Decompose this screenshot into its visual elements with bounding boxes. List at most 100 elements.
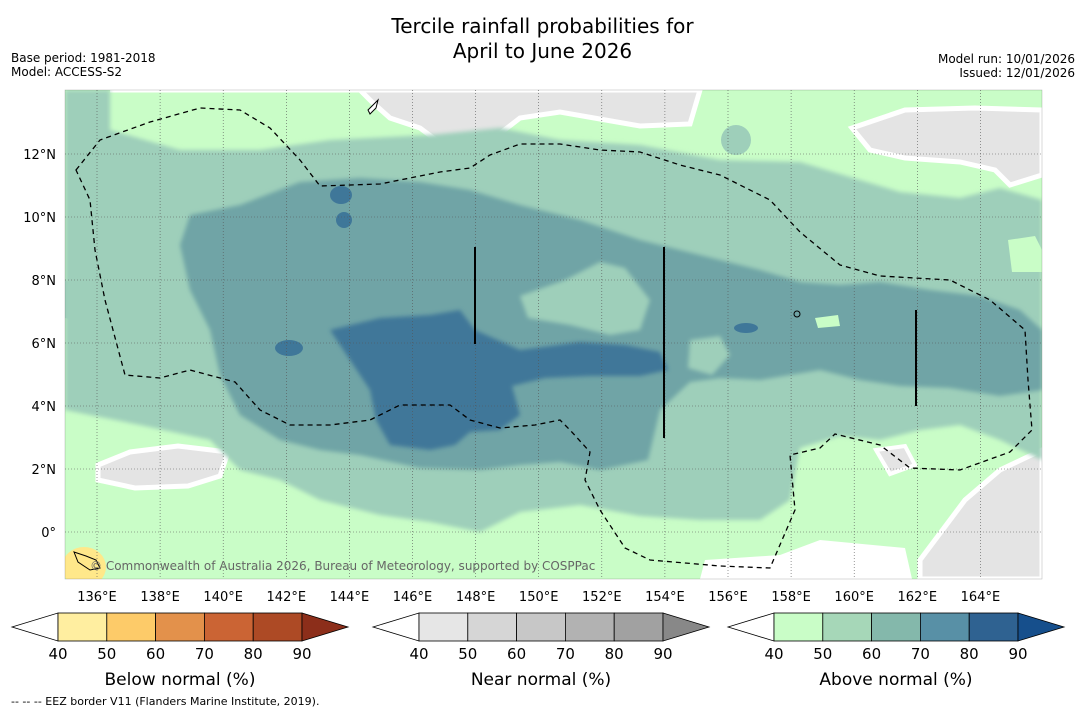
lon-label: 136°E xyxy=(77,590,117,605)
colorbar-segment xyxy=(155,612,205,642)
colorbar-segment xyxy=(565,612,615,642)
colorbar-2: 40 50 60 70 80 90 Near normal (%) xyxy=(371,612,711,690)
low-signal-region xyxy=(700,540,912,579)
model-name: Model: ACCESS-S2 xyxy=(11,65,123,79)
above-50-island xyxy=(815,315,840,328)
issued-date: Issued: 12/01/2026 xyxy=(959,66,1075,80)
island-south-west xyxy=(73,551,101,571)
colorbar-segment xyxy=(613,612,664,642)
longitude-labels: 136°E 138°E 140°E 142°E 144°E 146°E 148°E 150°E… xyxy=(77,590,1000,605)
colorbar-extend-low xyxy=(10,612,59,642)
lon-label: 148°E xyxy=(456,590,496,605)
lon-label: 164°E xyxy=(961,590,1001,605)
above-60-island-west xyxy=(65,280,80,320)
colorbar-extend-high xyxy=(301,612,350,642)
colorbar-tick: 40 xyxy=(48,645,67,663)
meta-right: Model run: 10/01/2026 Issued: 12/01/2026 xyxy=(938,52,1075,80)
map-frame xyxy=(64,89,1043,580)
colorbar-segment xyxy=(57,612,108,642)
lon-label: 140°E xyxy=(203,590,243,605)
near-normal-region-southeast xyxy=(917,447,1042,579)
colorbar-segment xyxy=(418,612,469,642)
probability-field xyxy=(65,90,1042,579)
above-80-spot-west xyxy=(275,340,303,356)
colorbar-tick: 60 xyxy=(507,645,526,663)
colorbar-segment xyxy=(968,612,1019,642)
colorbar-3: 40 50 60 70 80 90 Above normal (%) xyxy=(726,612,1066,690)
lon-label: 142°E xyxy=(267,590,307,605)
latitude-labels: 12°N 10°N 8°N 6°N 4°N 2°N 0° xyxy=(23,148,56,541)
near-normal-region-northeast xyxy=(847,105,1042,188)
lon-label: 138°E xyxy=(140,590,180,605)
lat-label: 2°N xyxy=(32,463,57,478)
lon-label: 162°E xyxy=(898,590,938,605)
lat-label: 4°N xyxy=(32,400,57,415)
colorbar-tick: 50 xyxy=(97,645,116,663)
above-80-spot-east xyxy=(734,323,758,333)
colorbar-tick: 40 xyxy=(764,645,783,663)
above-80-spot-north-2 xyxy=(336,212,352,228)
gridlines xyxy=(65,90,1042,579)
eez-footnote: -- -- -- EEZ border V11 (Flanders Marine… xyxy=(11,695,320,708)
lon-label: 156°E xyxy=(708,590,748,605)
colorbar-tick: 70 xyxy=(556,645,575,663)
colorbar-label: Below normal (%) xyxy=(105,670,256,690)
colorbar-tick: 80 xyxy=(605,645,624,663)
colorbar-tick: 70 xyxy=(911,645,930,663)
colorbar-label: Near normal (%) xyxy=(471,670,611,690)
colorbars: 40 50 60 70 80 90 Below normal (%) 40 50 60 70 80 90… xyxy=(10,612,1066,690)
above-60-island-east xyxy=(688,336,730,375)
lon-label: 146°E xyxy=(393,590,433,605)
colorbar-extend-low xyxy=(371,612,420,642)
colorbar-segment xyxy=(871,612,921,642)
colorbar-tick: 50 xyxy=(813,645,832,663)
lon-label: 152°E xyxy=(582,590,622,605)
meta-left: Base period: 1981-2018 Model: ACCESS-S2 xyxy=(11,51,156,79)
colorbar-segment xyxy=(467,612,517,642)
above-80-region xyxy=(330,310,668,450)
colorbar-tick: 50 xyxy=(458,645,477,663)
colorbar-segment xyxy=(822,612,872,642)
near-normal-region-west xyxy=(95,443,232,491)
base-period: Base period: 1981-2018 xyxy=(11,51,156,65)
above-50-island-east xyxy=(1008,236,1042,272)
colorbar-tick: 80 xyxy=(244,645,263,663)
colorbar-tick: 40 xyxy=(409,645,428,663)
above-60-spot-north xyxy=(721,125,751,155)
colorbar-tick: 60 xyxy=(862,645,881,663)
colorbar-segment xyxy=(920,612,970,642)
above-80-spot-north xyxy=(330,186,352,204)
lon-label: 150°E xyxy=(519,590,559,605)
colorbar-segment xyxy=(773,612,824,642)
colorbar-tick: 90 xyxy=(1008,645,1027,663)
colorbar-segment xyxy=(516,612,566,642)
island-north xyxy=(367,98,379,115)
colorbar-tick: 90 xyxy=(292,645,311,663)
colorbar-segment xyxy=(252,612,303,642)
colorbar-tick: 80 xyxy=(960,645,979,663)
lon-label: 158°E xyxy=(771,590,811,605)
island-east xyxy=(793,310,801,318)
lat-label: 8°N xyxy=(32,274,57,289)
title-line-2: April to June 2026 xyxy=(452,39,633,63)
colorbar-tick: 90 xyxy=(653,645,672,663)
map-title: Tercile rainfall probabilities for April… xyxy=(0,14,1085,64)
model-run: Model run: 10/01/2026 xyxy=(937,52,1075,66)
lat-label: 0° xyxy=(41,526,56,541)
colorbar-extend-high xyxy=(1017,612,1066,642)
colorbar-tick: 60 xyxy=(146,645,165,663)
lat-label: 10°N xyxy=(23,211,56,226)
colorbar-1: 40 50 60 70 80 90 Below normal (%) xyxy=(10,612,350,690)
eez-border xyxy=(75,107,1033,569)
colorbar-segment xyxy=(203,612,254,642)
colorbar-extend-high xyxy=(662,612,711,642)
lon-label: 154°E xyxy=(645,590,685,605)
colorbar-segment xyxy=(106,612,157,642)
copyright-text: © Commonwealth of Australia 2026, Bureau… xyxy=(90,559,595,573)
colorbar-label: Above normal (%) xyxy=(819,670,972,690)
title-line-1: Tercile rainfall probabilities for xyxy=(391,14,694,38)
near-normal-region-patch xyxy=(872,443,918,477)
lon-label: 160°E xyxy=(834,590,874,605)
lat-label: 6°N xyxy=(32,337,57,352)
